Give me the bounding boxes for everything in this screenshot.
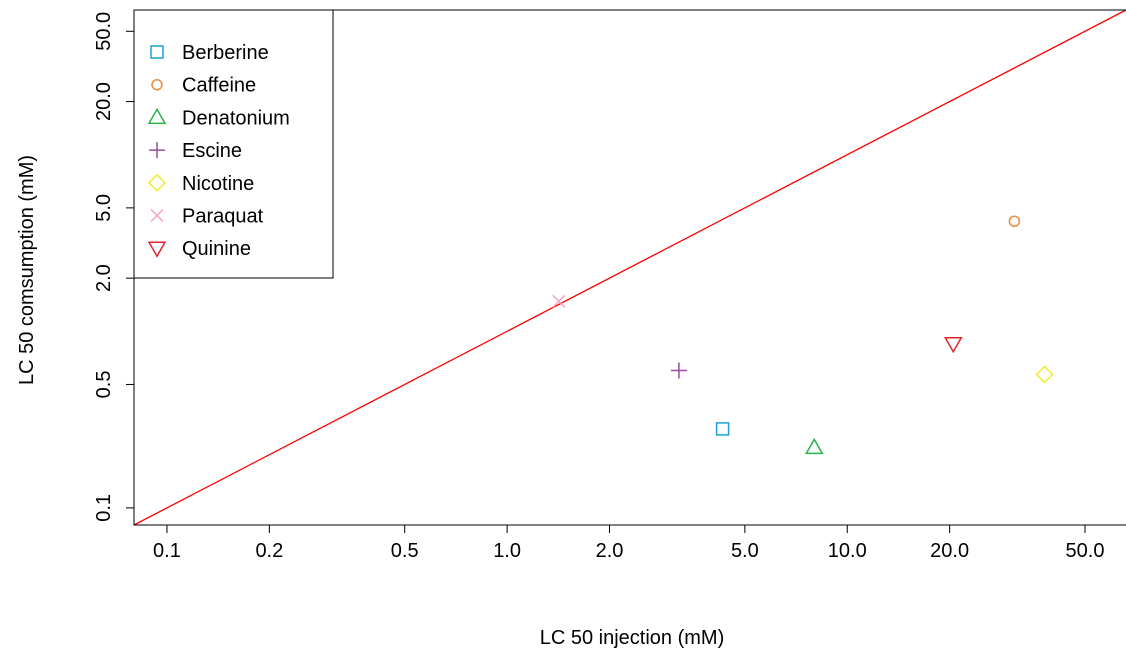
- legend-label: Caffeine: [182, 75, 256, 97]
- y-tick-label: 20.0: [93, 82, 115, 121]
- legend: Berberine Caffeine Denatonium Escine Nicotin…: [133, 9, 334, 279]
- legend-marker-caffeine: [151, 78, 163, 91]
- legend-marker-denatonium: [147, 107, 167, 125]
- legend-label: Nicotine: [182, 173, 254, 195]
- x-tick-label: 0.1: [153, 540, 181, 562]
- data-point-quinine: [943, 337, 963, 354]
- y-tick-label: 5.0: [93, 194, 115, 222]
- legend-marker-berberine: [150, 45, 164, 59]
- legend-label: Quinine: [182, 238, 251, 260]
- reference-line: [133, 9, 1126, 526]
- y-tick-label: 50.0: [93, 12, 115, 51]
- x-tick-label: 0.5: [391, 540, 419, 562]
- data-point-caffeine: [1008, 215, 1021, 227]
- legend-label: Berberine: [182, 42, 269, 64]
- legend-label: Paraquat: [182, 206, 264, 228]
- data-point-nicotine: [1035, 365, 1054, 384]
- data-point-berberine: [715, 422, 730, 436]
- legend-marker-quinine: [147, 241, 167, 258]
- legend-marker-nicotine: [147, 173, 167, 192]
- legend-label: Denatonium: [182, 107, 290, 129]
- x-tick-label: 10.0: [828, 540, 867, 562]
- y-tick-label: 2.0: [93, 264, 115, 292]
- x-tick-label: 50.0: [1066, 540, 1105, 562]
- data-point-paraquat: [552, 294, 566, 308]
- legend-label: Escine: [182, 140, 242, 162]
- legend-marker-escine: [149, 142, 165, 159]
- x-axis: 0.1 0.2 0.5 1.0 2.0 5.0 10.0 20.0 50.0: [153, 525, 1104, 562]
- data-point-denatonium: [804, 437, 824, 455]
- x-axis-label: LC 50 injection (mM): [540, 627, 725, 649]
- x-tick-label: 0.2: [255, 540, 283, 562]
- x-tick-label: 1.0: [493, 540, 521, 562]
- legend-box: [133, 9, 334, 279]
- data-point-escine: [670, 362, 687, 379]
- legend-marker-paraquat: [150, 208, 164, 223]
- data-points: [552, 215, 1054, 455]
- x-tick-label: 20.0: [930, 540, 969, 562]
- x-tick-label: 2.0: [596, 540, 624, 562]
- y-tick-label: 0.5: [93, 371, 115, 399]
- x-tick-label: 5.0: [731, 540, 759, 562]
- y-tick-label: 0.1: [93, 494, 115, 522]
- y-axis-label: LC 50 comsumption (mM): [16, 155, 38, 385]
- y-axis: 0.1 0.5 2.0 5.0 20.0 50.0: [93, 12, 134, 522]
